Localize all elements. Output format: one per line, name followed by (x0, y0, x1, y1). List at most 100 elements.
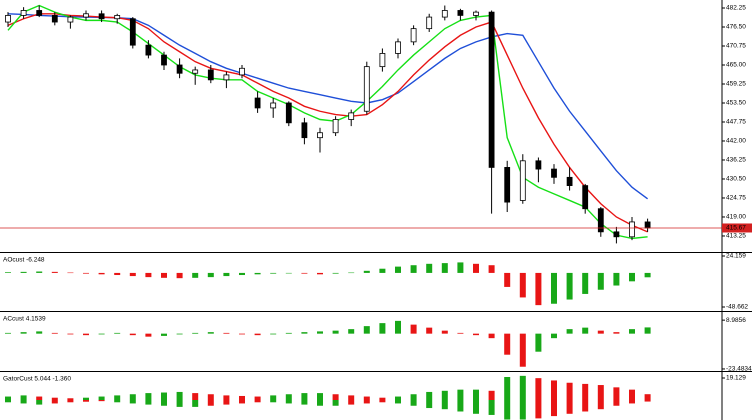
histogram-bar (317, 399, 323, 406)
y-tick-label: 24.159 (726, 253, 746, 260)
alligator-line (7, 4, 648, 240)
candle-body (176, 64, 183, 74)
histogram-bar (488, 265, 495, 273)
histogram-bar (83, 272, 89, 274)
candle-body (363, 66, 370, 112)
histogram-bar (597, 385, 604, 400)
histogram-bar (270, 333, 277, 335)
histogram-bar (83, 399, 89, 402)
histogram-bar (114, 272, 121, 276)
histogram-bar (504, 399, 511, 420)
histogram-bar (145, 399, 152, 405)
histogram-bar (629, 389, 635, 400)
histogram-bar (207, 394, 214, 400)
histogram-bar (504, 377, 511, 400)
candle-body (239, 67, 245, 76)
histogram-bar (441, 330, 448, 334)
histogram-bar (207, 272, 214, 278)
histogram-bar (613, 332, 620, 334)
y-tick-label: 465.00 (726, 62, 746, 69)
y-tick-label: -23.4834 (726, 366, 752, 373)
candle-body (566, 176, 573, 186)
histogram-bar (457, 399, 464, 412)
candle-body (644, 221, 651, 229)
histogram-bar (285, 399, 292, 404)
histogram-bar (254, 399, 261, 403)
histogram-bar (270, 399, 277, 403)
candle-body (629, 221, 635, 238)
histogram-bar (473, 333, 479, 336)
y-tick-label: 8.9856 (726, 317, 746, 324)
histogram-bar (332, 394, 339, 400)
histogram-bar (644, 399, 651, 402)
y-tick-label: 453.50 (726, 100, 746, 107)
histogram-bar (473, 263, 479, 273)
y-tick-label: 470.75 (726, 43, 746, 50)
histogram-bar (301, 399, 308, 405)
candle-body (348, 112, 355, 120)
histogram-bar (192, 399, 199, 407)
histogram-bar (597, 399, 604, 410)
histogram-bar (363, 326, 370, 334)
candle-body (114, 15, 121, 20)
histogram-bar (629, 272, 635, 282)
candle-body (426, 16, 433, 30)
histogram-bar (83, 397, 89, 400)
histogram-bar (426, 263, 433, 273)
histogram-bar (379, 323, 386, 334)
candle-body (535, 160, 542, 170)
histogram-bar (395, 399, 401, 404)
histogram-bar (348, 399, 355, 405)
histogram-bar (67, 272, 74, 274)
histogram-bar (457, 332, 464, 334)
histogram-bar (98, 399, 105, 402)
last-price-label: 415.67 (726, 225, 746, 232)
histogram-bar (613, 399, 620, 406)
histogram-bar (582, 327, 589, 334)
histogram-bar (566, 272, 573, 300)
histogram-bar (114, 395, 121, 400)
histogram-bar (176, 333, 183, 335)
histogram-bar (223, 395, 230, 400)
histogram-bar (161, 392, 167, 400)
histogram-bar (192, 272, 199, 278)
histogram-bar (301, 332, 308, 334)
histogram-bar (145, 333, 152, 337)
histogram-bar (239, 333, 245, 335)
histogram-bar (129, 333, 136, 336)
histogram-bar (67, 399, 74, 403)
histogram-bar (551, 272, 557, 304)
histogram-bar (519, 272, 526, 298)
y-tick-label: -48.662 (726, 304, 748, 311)
histogram-bar (488, 399, 495, 415)
y-tick-label: 436.25 (726, 157, 746, 164)
candle-body (457, 10, 464, 16)
candle-body (332, 119, 339, 134)
histogram-bar (379, 268, 386, 273)
histogram-bar (504, 272, 511, 287)
histogram-bar (51, 399, 58, 404)
histogram-bar (348, 395, 355, 400)
histogram-bar (363, 270, 370, 273)
histogram-bar (504, 333, 511, 355)
histogram-bar (67, 333, 74, 335)
panel-title: ACcust 4.1539 (3, 316, 46, 323)
histogram-bar (441, 390, 448, 400)
candle-body (161, 54, 167, 66)
candle-body (317, 132, 323, 139)
candle-body (285, 102, 292, 124)
histogram-bar (285, 332, 292, 334)
histogram-bar (363, 396, 370, 400)
histogram-bar (582, 272, 589, 294)
histogram-bar (426, 391, 433, 400)
histogram-bar (223, 399, 230, 405)
histogram-bar (410, 399, 417, 406)
histogram-bar (301, 272, 308, 274)
histogram-bar (98, 272, 105, 275)
candle-body (36, 10, 43, 16)
histogram-bar (317, 331, 323, 334)
histogram-bar (535, 378, 542, 400)
histogram-bar (395, 320, 401, 334)
candle-body (395, 41, 401, 54)
